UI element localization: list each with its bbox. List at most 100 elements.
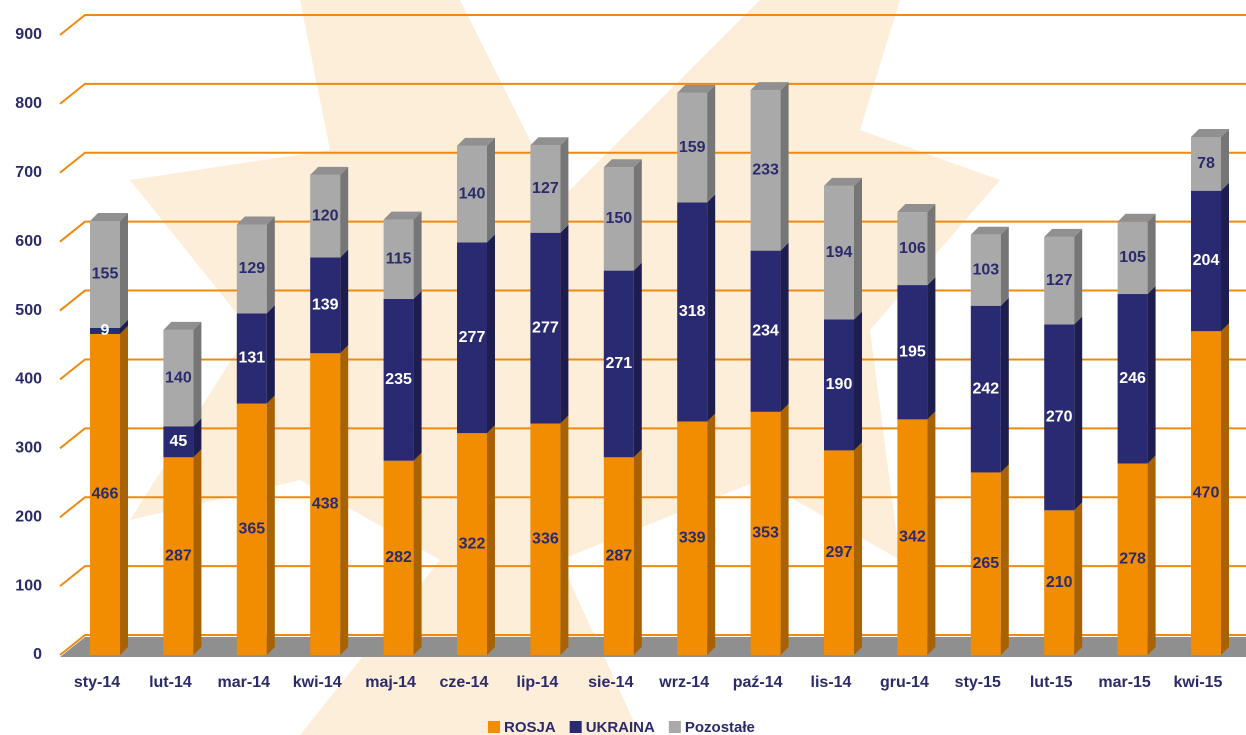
bar-top	[603, 159, 642, 168]
data-label: 127	[532, 180, 559, 197]
bar-side	[340, 345, 349, 655]
data-label: 194	[826, 244, 853, 261]
bar-segment	[897, 212, 928, 286]
y-tick-label: 900	[15, 26, 42, 43]
bar-side	[413, 211, 422, 299]
x-tick-label: mar-14	[218, 674, 271, 691]
data-label: 235	[385, 371, 412, 388]
data-label: 140	[459, 185, 486, 202]
bar-side	[487, 425, 495, 655]
bar-segment	[1044, 324, 1075, 511]
bar-side	[927, 411, 936, 655]
bar-side	[780, 242, 789, 412]
data-label: 278	[1119, 550, 1146, 567]
data-label: 438	[312, 495, 339, 512]
bar-segment	[897, 285, 928, 420]
bar-top	[970, 226, 1009, 235]
bar-segment	[163, 457, 194, 655]
data-label: 120	[312, 207, 339, 224]
bar-segment	[1117, 294, 1148, 464]
bar-side	[1000, 297, 1009, 473]
bar-segment	[90, 327, 120, 334]
x-tick-label: sty-15	[955, 674, 1001, 691]
bar-top	[236, 216, 275, 225]
bar-top	[897, 204, 936, 213]
bar-side	[707, 84, 716, 203]
data-label: 353	[752, 525, 779, 542]
y-tick-label: 500	[15, 302, 42, 319]
data-label: 159	[679, 139, 706, 156]
data-label: 233	[752, 162, 779, 179]
data-label: 105	[1119, 249, 1146, 266]
bar-segment	[236, 313, 267, 404]
bar-side	[1147, 286, 1156, 464]
bar-side	[707, 194, 716, 422]
bar-top	[383, 211, 422, 220]
bar-segment	[750, 90, 781, 251]
data-label: 246	[1119, 370, 1146, 387]
x-tick-label: cze-14	[440, 674, 489, 691]
x-tick-label: gru-14	[880, 674, 929, 691]
y-tick-label: 700	[15, 164, 42, 181]
bar-segment	[236, 224, 267, 314]
bar-side	[560, 415, 569, 655]
bar-segment	[1117, 463, 1148, 655]
x-tick-label: wrz-14	[658, 674, 709, 691]
data-label: 297	[826, 544, 853, 561]
floor	[60, 637, 1246, 657]
bar-side	[193, 418, 202, 458]
data-label: 466	[92, 486, 119, 503]
grid-line	[59, 151, 1246, 174]
bar-side	[633, 159, 642, 271]
data-label: 195	[899, 343, 926, 360]
bar-side	[780, 403, 789, 655]
data-label: 270	[1046, 409, 1073, 426]
bar-segment	[603, 167, 634, 271]
bar-side	[1000, 226, 1009, 306]
bar-segment	[530, 423, 561, 655]
data-label: 277	[532, 319, 559, 336]
bar-segment	[897, 419, 928, 655]
x-tick-label: kwi-14	[293, 674, 342, 691]
data-label: 155	[92, 266, 119, 283]
bar-segment	[1191, 190, 1221, 332]
bar-top	[1191, 128, 1229, 137]
data-label: 106	[899, 240, 926, 257]
data-label: 140	[165, 369, 192, 386]
bar-side	[780, 82, 789, 251]
bar-segment	[310, 257, 341, 354]
bar-side	[1147, 455, 1156, 655]
data-label: 287	[605, 547, 632, 564]
data-label: 277	[459, 329, 486, 346]
legend-label: Pozostałe	[685, 719, 755, 735]
bar-side	[1221, 128, 1229, 191]
legend-label: ROSJA	[504, 719, 556, 735]
x-tick-label: paź-14	[733, 674, 783, 691]
data-label: 210	[1046, 574, 1073, 591]
data-label: 234	[752, 322, 779, 339]
bar-side	[633, 262, 642, 458]
bar-top	[824, 177, 862, 186]
data-label: 265	[972, 555, 999, 572]
y-tick-label: 400	[15, 371, 42, 388]
bar-segment	[457, 433, 487, 655]
y-tick-label: 0	[33, 646, 42, 663]
bar-side	[633, 449, 642, 655]
bar-segment	[163, 329, 194, 427]
data-label: 150	[605, 210, 632, 227]
bar-side	[560, 137, 569, 233]
x-tick-label: lis-14	[811, 674, 852, 691]
data-label: 45	[170, 433, 188, 450]
bar-segment	[163, 426, 194, 458]
bar-segment	[1044, 510, 1075, 655]
bar-segment	[677, 92, 708, 203]
data-label: 139	[312, 297, 339, 314]
y-tick-label: 100	[15, 577, 42, 594]
bar-segment	[970, 472, 1001, 655]
bar-segment	[457, 242, 487, 434]
bar-top	[457, 137, 495, 146]
bar-segment	[383, 219, 414, 299]
bar-side	[340, 249, 349, 354]
legend-swatch	[569, 721, 582, 733]
bar-side	[854, 311, 862, 451]
